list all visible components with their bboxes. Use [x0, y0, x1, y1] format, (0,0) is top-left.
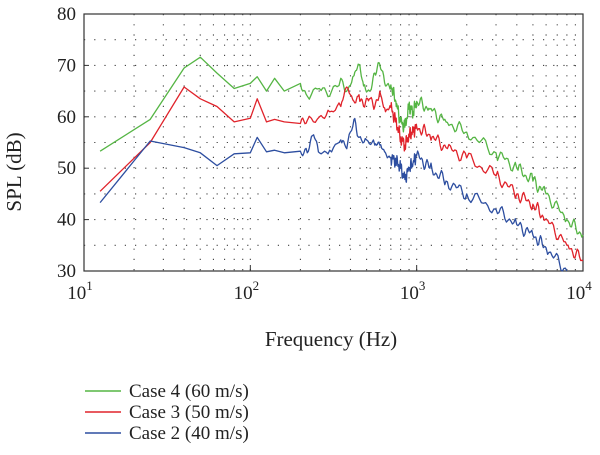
y-tick-label: 40 — [57, 210, 76, 231]
legend-entry-label: Case 4 (60 m/s) — [129, 381, 249, 402]
x-axis-label: Frequency (Hz) — [265, 327, 397, 351]
y-tick-label: 50 — [57, 158, 76, 179]
x-tick-label: 104 — [566, 278, 592, 304]
legend: Case 4 (60 m/s)Case 3 (50 m/s)Case 2 (40… — [85, 381, 249, 444]
series-line — [99, 117, 568, 272]
y-tick-label: 80 — [57, 4, 76, 25]
series-line — [99, 56, 584, 238]
plot-frame — [83, 13, 584, 272]
y-tick-label: 30 — [57, 261, 76, 282]
x-tick-label: 103 — [400, 278, 426, 304]
series-layer — [99, 56, 584, 272]
legend-entry-label: Case 3 (50 m/s) — [129, 402, 249, 423]
x-axis-ticks: 101 102 103 104 — [67, 265, 592, 304]
y-axis-ticks: 30 40 50 60 70 80 — [57, 4, 89, 282]
x-tick-label: 102 — [234, 278, 259, 304]
y-axis-label: SPL (dB) — [2, 132, 26, 211]
legend-entry-label: Case 2 (40 m/s) — [129, 423, 249, 444]
series-line — [99, 86, 584, 262]
y-tick-label: 70 — [57, 55, 76, 76]
y-tick-label: 60 — [57, 107, 76, 128]
